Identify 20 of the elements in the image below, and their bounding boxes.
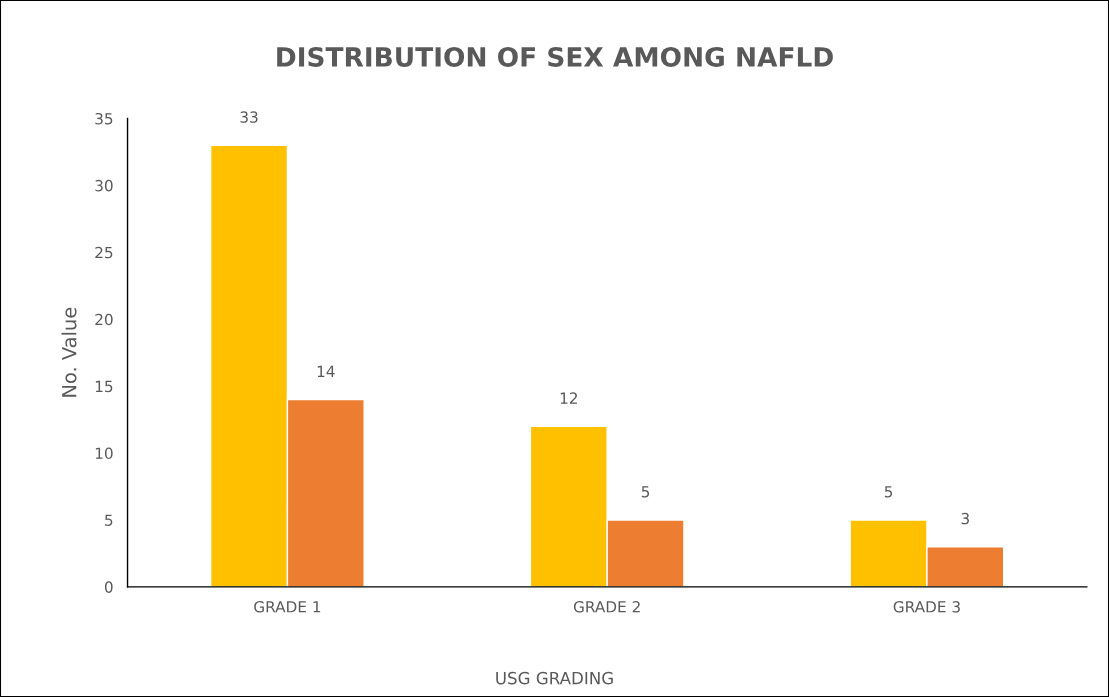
data-label: 5 [884,486,893,498]
x-axis-title: USG GRADING [496,671,613,685]
y-tick-label: 35 [95,112,113,125]
y-tick-label: 0 [104,581,113,593]
y-tick-label: 10 [95,447,113,460]
x-tick-label: GRADE 1 [254,601,321,613]
data-label: 12 [560,392,577,404]
chart-title: DISTRIBUTION OF SEX AMONG NAFLD [277,46,833,67]
data-label: 5 [641,486,650,498]
y-axis-title: No. Value [61,307,77,397]
y-tick-label: 15 [95,380,113,393]
data-label: 14 [317,365,335,377]
y-tick-label: 20 [95,313,113,326]
data-label: 33 [240,111,258,123]
y-tick-label: 5 [105,514,113,526]
x-tick-label: GRADE 3 [893,601,960,613]
y-tick-label: 25 [95,246,113,259]
data-label: 3 [961,512,969,525]
y-tick-label: 30 [95,179,113,192]
x-tick-label: GRADE 2 [573,601,640,613]
